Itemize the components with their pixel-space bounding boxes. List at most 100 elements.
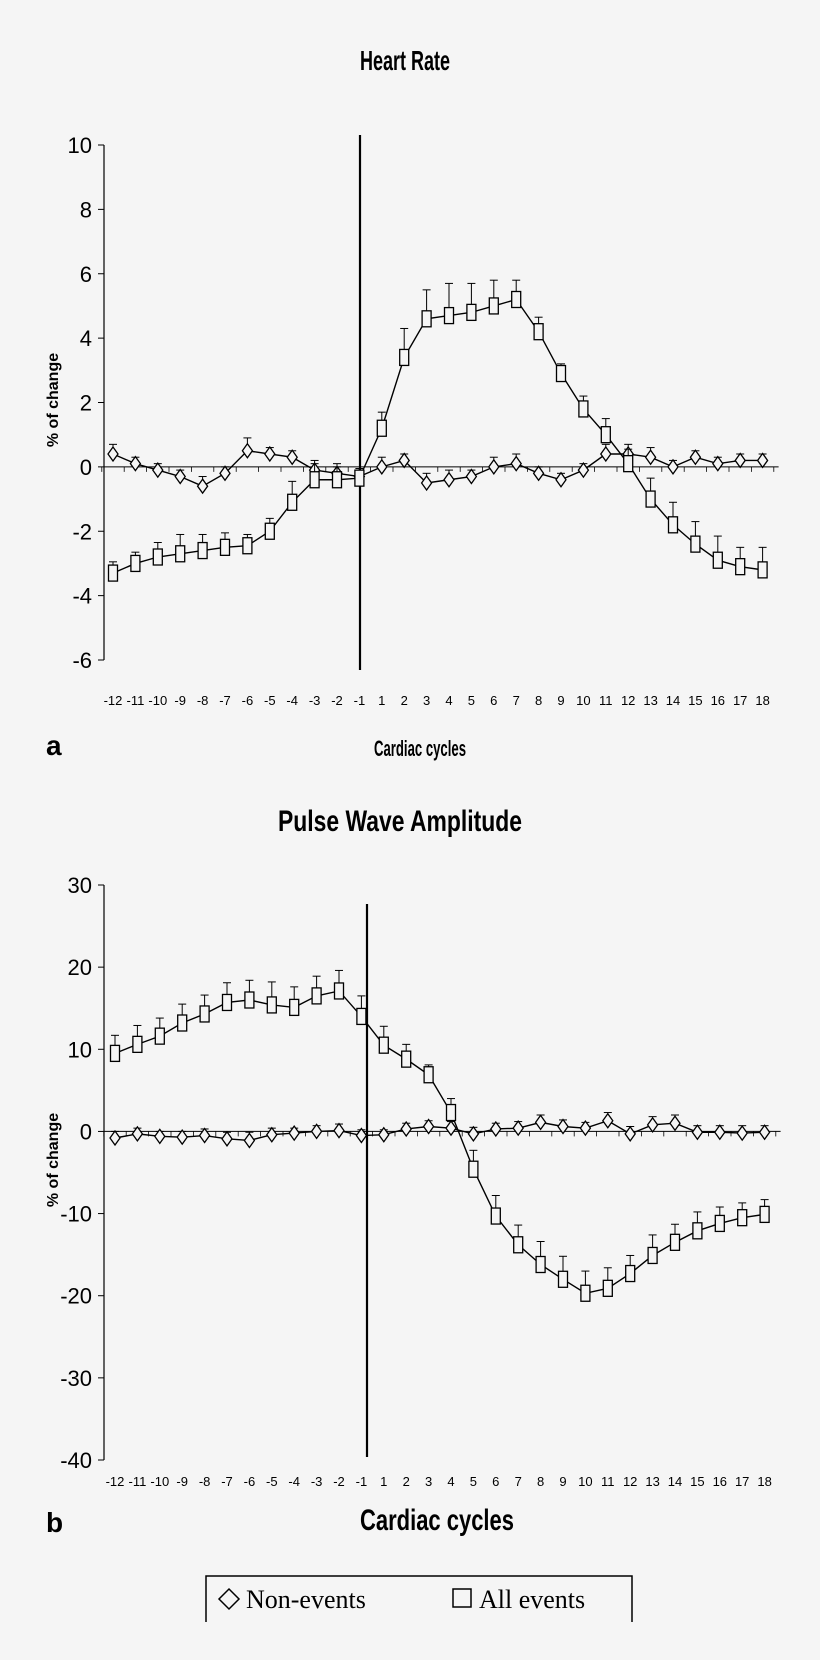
data-point-diamond [264, 445, 276, 463]
x-tick-label: -2 [331, 693, 343, 708]
x-tick-label: 3 [423, 693, 430, 708]
x-tick-label: 10 [576, 693, 590, 708]
data-point-diamond [398, 452, 410, 469]
x-tick-label: 16 [711, 693, 725, 708]
x-tick-label: -4 [286, 693, 298, 708]
data-point-diamond [420, 474, 433, 492]
data-point-square [132, 1035, 143, 1054]
data-point-diamond [758, 1124, 771, 1141]
panel-letter-b: b [46, 1507, 63, 1538]
series-all-events [107, 279, 768, 582]
data-point-diamond [579, 1120, 592, 1137]
y-tick-label: -40 [60, 1448, 92, 1473]
heart-rate-chart: Heart Rate % of change Cardiac cycles a … [45, 45, 779, 761]
y-tick-label: 8 [80, 197, 92, 222]
data-point-square [468, 1160, 479, 1178]
data-point-square [580, 1284, 591, 1302]
x-tick-label: 14 [668, 1474, 682, 1489]
x-tick-label: -11 [126, 693, 144, 708]
data-point-diamond [510, 455, 522, 472]
data-point-diamond [333, 1122, 345, 1139]
x-tick-label: -12 [104, 693, 123, 708]
chart-title: Heart Rate [360, 45, 450, 76]
data-point-square [714, 1214, 725, 1233]
x-tick-label: 11 [601, 1474, 615, 1489]
data-point-diamond [734, 452, 746, 469]
chart-title: Pulse Wave Amplitude [278, 805, 522, 838]
x-tick-label: -3 [309, 693, 321, 708]
y-tick-label: 0 [80, 1119, 92, 1144]
series-all-events [109, 969, 770, 1302]
x-tick-label: -9 [176, 1474, 188, 1489]
data-point-diamond [555, 471, 567, 488]
x-tick-label: 13 [643, 693, 657, 708]
data-point-square [488, 297, 499, 315]
series-line [112, 298, 763, 574]
data-point-square [690, 535, 701, 553]
data-point-square [287, 493, 298, 511]
x-tick-label: 6 [492, 1474, 499, 1489]
data-point-diamond [600, 445, 612, 463]
y-tick-label: -30 [60, 1366, 92, 1391]
x-tick-label: 10 [578, 1474, 592, 1489]
data-point-diamond [465, 468, 478, 485]
x-tick-label: -5 [266, 1474, 278, 1489]
x-tick-label: -8 [199, 1474, 211, 1489]
data-point-diamond [196, 478, 209, 495]
x-tick-label: 2 [403, 1474, 410, 1489]
x-tick-label: 17 [733, 693, 747, 708]
data-point-square [511, 290, 522, 309]
x-tick-label: 4 [445, 693, 452, 708]
data-point-square [221, 993, 233, 1012]
data-point-square [623, 455, 634, 473]
square-marker-icon [452, 1588, 472, 1608]
x-tick-label: -10 [150, 1474, 169, 1489]
data-point-diamond [577, 461, 590, 479]
panel-letter-a: a [46, 730, 62, 761]
legend-item-non-events: Non-events [217, 1585, 366, 1614]
y-tick-label: 4 [80, 326, 92, 351]
x-tick-label: 12 [623, 1474, 637, 1489]
data-point-diamond [443, 471, 455, 488]
data-point-diamond [624, 1125, 636, 1143]
x-tick-label: 4 [447, 1474, 454, 1489]
x-tick-label: 5 [470, 1474, 477, 1489]
data-point-square [309, 471, 320, 489]
data-point-diamond [152, 461, 164, 479]
data-point-square [376, 419, 387, 437]
x-tick-label: 15 [690, 1474, 704, 1489]
data-point-diamond [288, 1124, 300, 1142]
x-tick-label: -1 [356, 1474, 368, 1489]
x-tick-label: 16 [713, 1474, 727, 1489]
data-point-diamond [712, 455, 724, 472]
data-point-square [242, 537, 253, 555]
legend-item-all-events: All events [452, 1585, 585, 1614]
data-point-diamond [534, 1114, 547, 1131]
data-point-diamond [736, 1124, 748, 1142]
x-tick-label: 1 [378, 693, 385, 708]
data-point-square [152, 548, 163, 566]
data-point-square [443, 306, 455, 325]
data-point-square [177, 1014, 188, 1032]
data-point-diamond [422, 1118, 435, 1135]
data-point-square [600, 426, 611, 444]
data-point-diamond [286, 449, 298, 466]
x-tick-label: -11 [128, 1474, 146, 1489]
data-point-diamond [689, 449, 702, 466]
data-point-diamond [512, 1120, 524, 1137]
data-point-square [557, 1270, 569, 1288]
data-point-square [197, 541, 208, 560]
y-tick-label: -6 [72, 648, 92, 673]
x-tick-label: -10 [148, 693, 167, 708]
data-point-square [533, 323, 544, 341]
data-point-square [356, 1007, 367, 1026]
data-point-square [219, 538, 231, 556]
data-point-diamond [109, 1129, 121, 1147]
data-point-diamond [532, 465, 545, 482]
legend-label: All events [479, 1585, 585, 1614]
data-point-square [331, 471, 343, 489]
x-tick-label: 8 [535, 693, 542, 708]
data-point-square [602, 1279, 613, 1297]
